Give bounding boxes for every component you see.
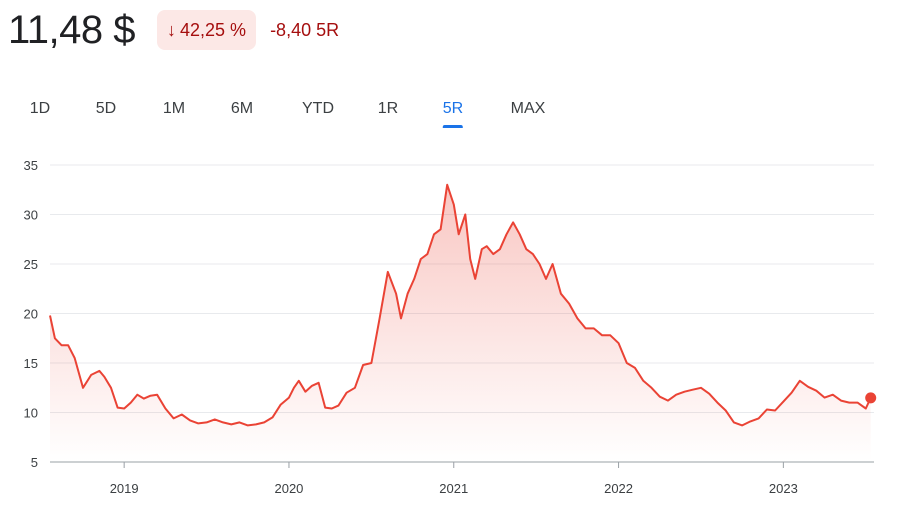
arrow-down-icon: ↓ bbox=[167, 19, 176, 40]
x-tick-label: 2022 bbox=[604, 481, 633, 496]
y-tick-label: 30 bbox=[24, 208, 38, 223]
change-value: -8,40 5R bbox=[270, 19, 340, 40]
tab-5d[interactable]: 5D bbox=[95, 100, 117, 117]
x-tick-label: 2020 bbox=[274, 481, 303, 496]
tab-5r[interactable]: 5R bbox=[442, 92, 464, 128]
y-tick-label: 25 bbox=[24, 257, 38, 272]
price-line bbox=[49, 183, 872, 427]
x-tick-label: 2021 bbox=[439, 481, 468, 496]
tab-6m[interactable]: 6M bbox=[230, 100, 254, 117]
tab-max[interactable]: MAX bbox=[510, 100, 546, 117]
tab-1m[interactable]: 1M bbox=[162, 100, 186, 117]
x-tick-label: 2019 bbox=[110, 481, 139, 496]
x-axis: 2019 2020 2021 2022 2023 bbox=[110, 462, 798, 496]
change-percent-badge: ↓ 42,25 % bbox=[157, 10, 257, 50]
tab-ytd[interactable]: YTD bbox=[302, 100, 334, 117]
y-tick-label: 35 bbox=[24, 158, 38, 173]
y-tick-label: 5 bbox=[31, 455, 38, 470]
change-percent-text: 42,25 % bbox=[180, 19, 247, 40]
price-area-fill bbox=[50, 184, 871, 463]
y-tick-label: 15 bbox=[24, 356, 38, 371]
quote-header: 11,48 $ ↓ 42,25 % -8,40 5R bbox=[8, 6, 339, 54]
y-axis: 5 10 15 20 25 30 35 bbox=[24, 158, 38, 470]
x-tick-label: 2023 bbox=[769, 481, 798, 496]
current-price: 11,48 $ bbox=[8, 8, 136, 52]
tab-1d[interactable]: 1D bbox=[29, 100, 51, 117]
y-tick-label: 20 bbox=[24, 307, 38, 322]
tab-1r[interactable]: 1R bbox=[377, 100, 399, 117]
current-price-dot bbox=[865, 392, 877, 404]
y-tick-label: 10 bbox=[24, 406, 38, 421]
